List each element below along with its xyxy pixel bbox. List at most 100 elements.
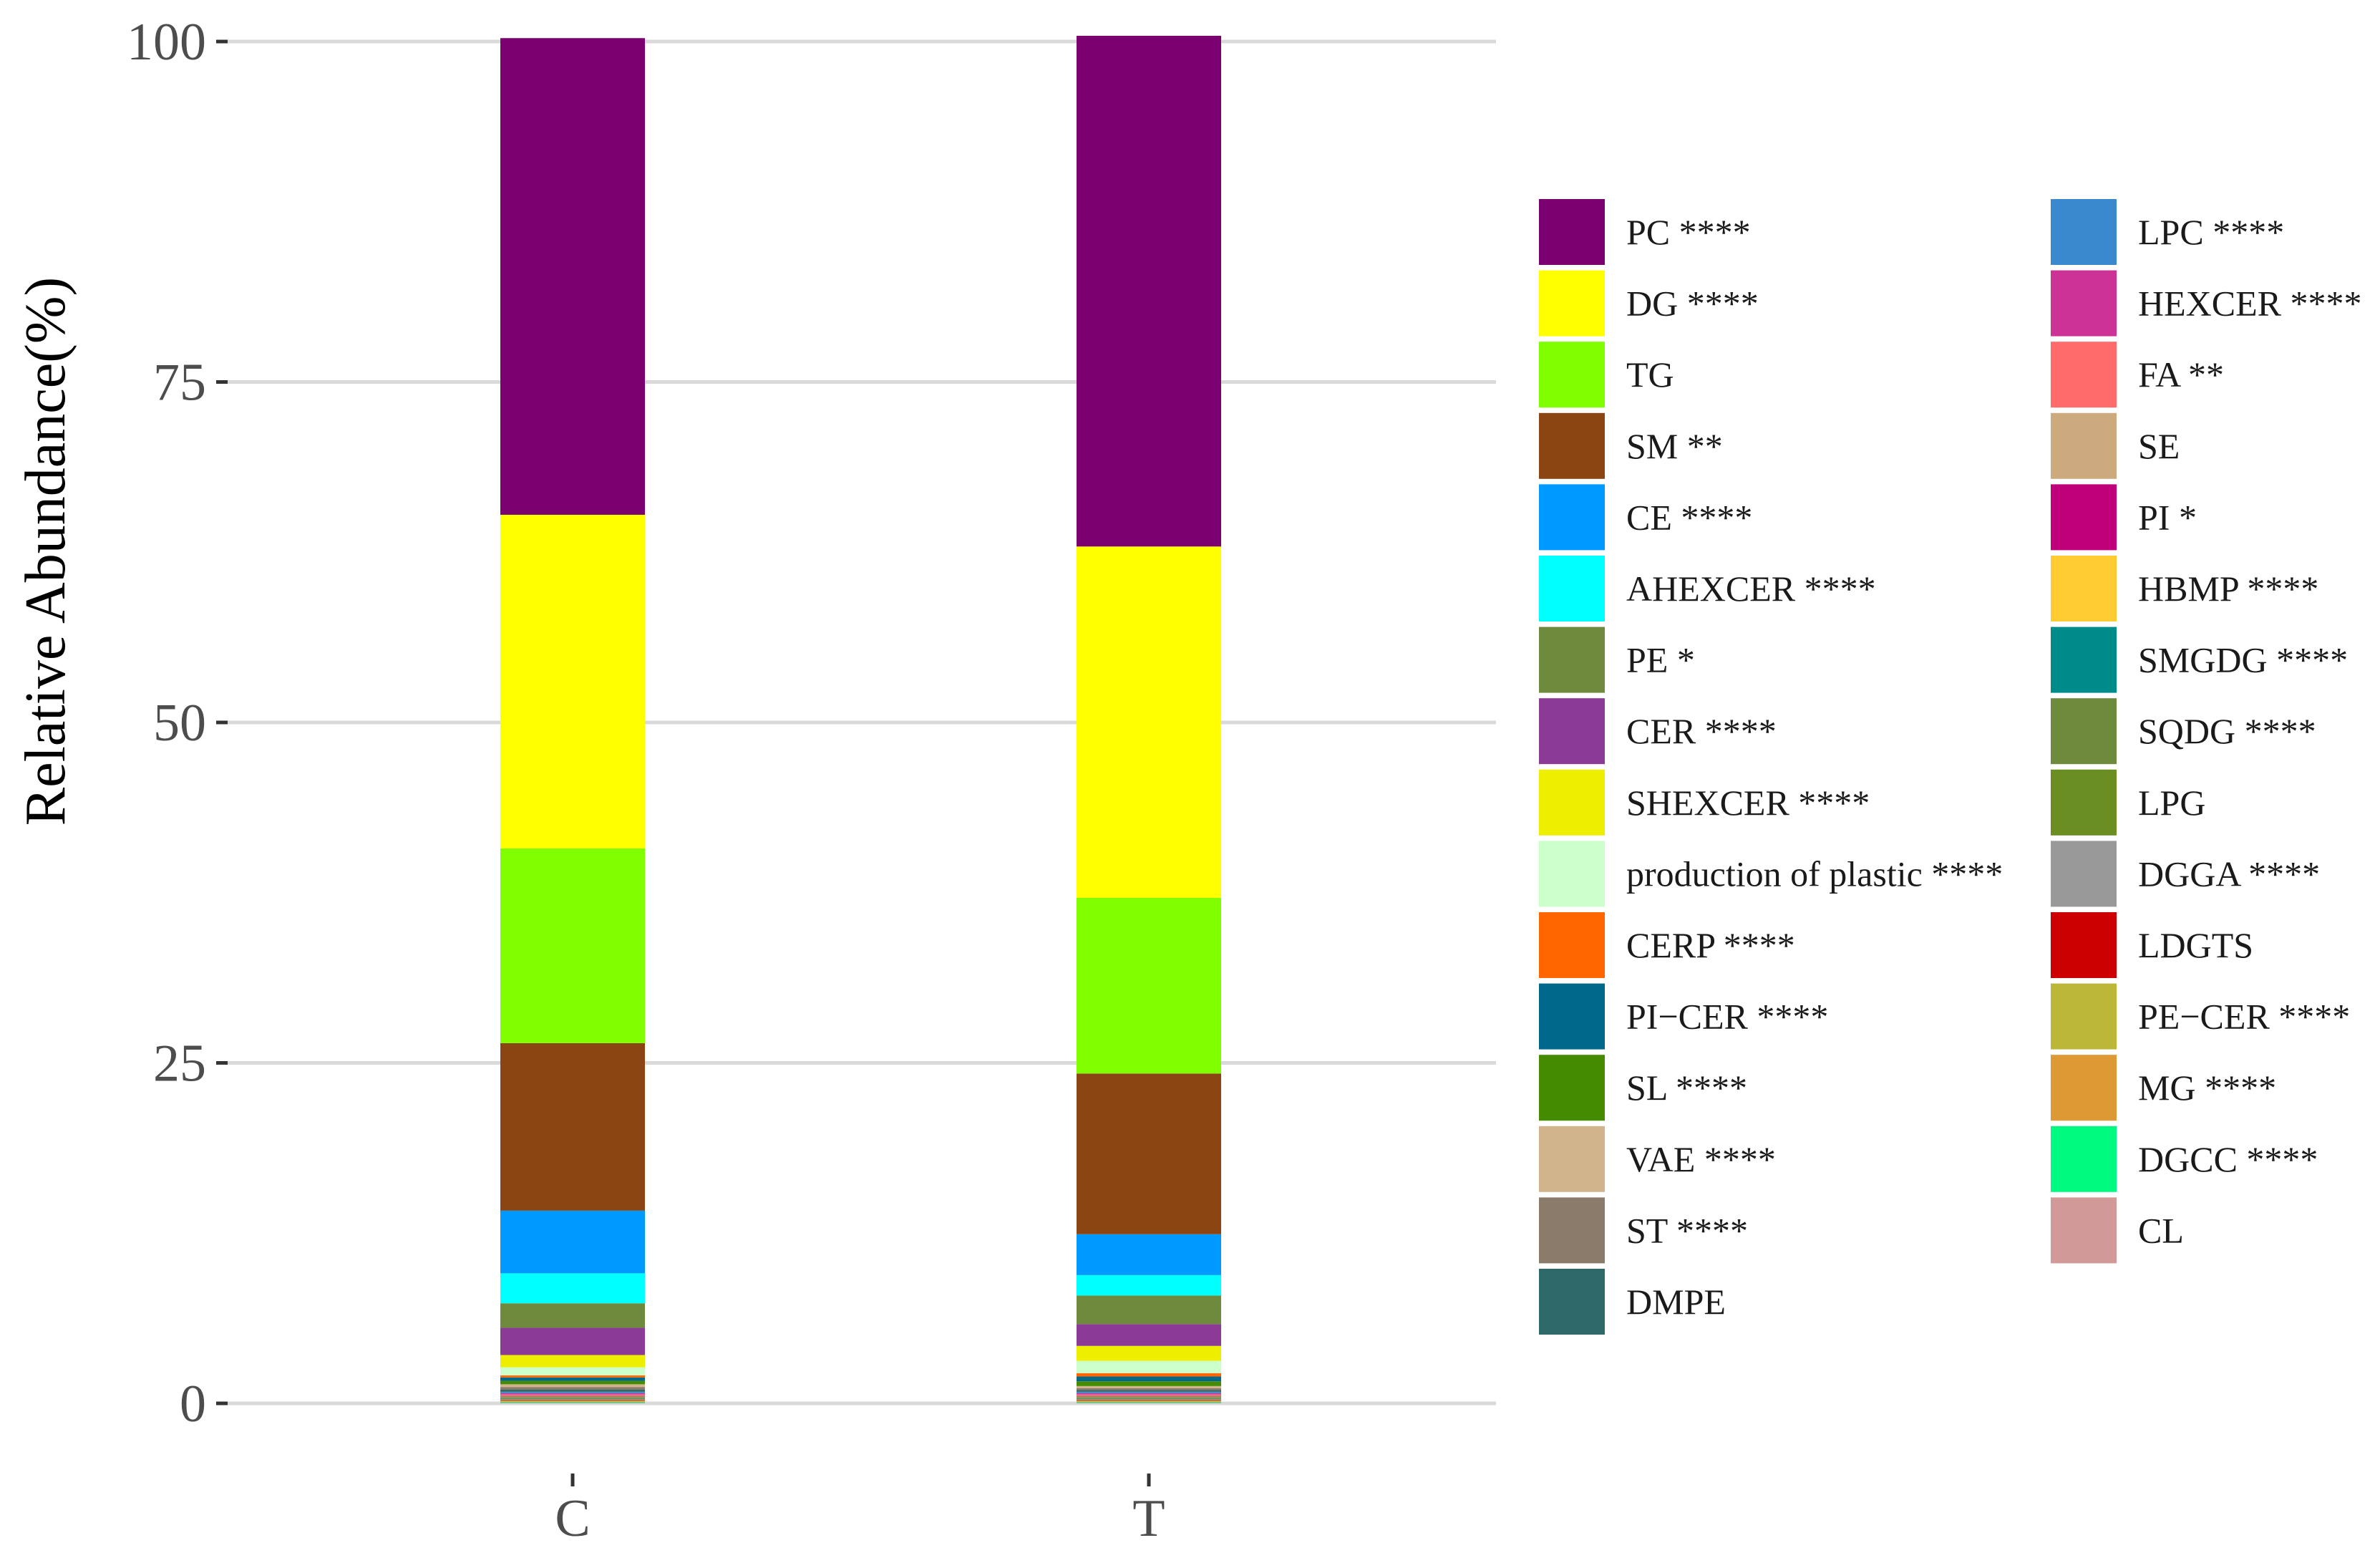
y-tick-label: 25 bbox=[153, 1035, 206, 1093]
legend-item: SE bbox=[2051, 412, 2180, 479]
legend-swatch bbox=[1539, 769, 1605, 836]
legend-swatch bbox=[1539, 698, 1605, 765]
bar-segment bbox=[1077, 1295, 1221, 1325]
legend-item: CL bbox=[2051, 1197, 2184, 1264]
y-tick-label: 50 bbox=[153, 694, 206, 753]
legend-item: DG **** bbox=[1539, 270, 1759, 337]
bar-segment bbox=[500, 514, 645, 848]
legend-item: MG **** bbox=[2051, 1055, 2276, 1121]
bar-stack-C bbox=[500, 38, 645, 1403]
legend-label: CERP **** bbox=[1626, 925, 1795, 965]
legend-label: PE * bbox=[1626, 640, 1695, 680]
bar-segment bbox=[500, 1327, 645, 1355]
bar-segment bbox=[500, 1387, 645, 1390]
x-tick-label: C bbox=[555, 1489, 590, 1548]
legend-swatch bbox=[2051, 1126, 2117, 1192]
legend-swatch bbox=[1539, 1055, 1605, 1121]
bar-segment bbox=[1077, 1234, 1221, 1275]
legend-swatch bbox=[1539, 841, 1605, 907]
legend-label: MG **** bbox=[2138, 1068, 2276, 1108]
bar-segment bbox=[1077, 1393, 1221, 1395]
bar-segment bbox=[1077, 1345, 1221, 1361]
bar-segment bbox=[1077, 1324, 1221, 1346]
legend-item: PE−CER **** bbox=[2051, 983, 2350, 1050]
legend-label: DGGA **** bbox=[2138, 853, 2320, 894]
legend-swatch bbox=[2051, 484, 2117, 551]
bar-stack-T bbox=[1077, 36, 1221, 1403]
legend-swatch bbox=[2051, 626, 2117, 693]
legend-swatch bbox=[1539, 626, 1605, 693]
legend-swatch bbox=[1539, 342, 1605, 408]
legend-swatch bbox=[1539, 412, 1605, 479]
legend-label: DGCC **** bbox=[2138, 1139, 2318, 1179]
legend-swatch bbox=[2051, 912, 2117, 978]
legend-label: PC **** bbox=[1626, 212, 1751, 252]
legend-item: production of plastic **** bbox=[1539, 841, 2003, 907]
legend-label: VAE **** bbox=[1626, 1139, 1776, 1179]
bar-segment bbox=[500, 848, 645, 1043]
legend-item: TG bbox=[1539, 342, 1674, 408]
bar-segment bbox=[1077, 1396, 1221, 1398]
bar-segment bbox=[1077, 1385, 1221, 1388]
bar-segment bbox=[1077, 1399, 1221, 1400]
bar-segment bbox=[500, 1395, 645, 1396]
legend-item: DGGA **** bbox=[2051, 841, 2320, 907]
bar-segment bbox=[1077, 1402, 1221, 1403]
bar-segment bbox=[500, 1384, 645, 1388]
y-axis: 0 25 50 75 100 bbox=[127, 13, 228, 1433]
legend-swatch bbox=[2051, 412, 2117, 479]
bar-segment bbox=[1077, 1397, 1221, 1398]
bar-segment bbox=[1077, 1398, 1221, 1400]
bar-segment bbox=[500, 1393, 645, 1395]
legend-item: FA ** bbox=[2051, 342, 2224, 408]
bar-segment bbox=[500, 1396, 645, 1398]
legend-label: SHEXCER **** bbox=[1626, 783, 1870, 823]
legend-swatch bbox=[1539, 1269, 1605, 1335]
bar-segment bbox=[500, 1400, 645, 1402]
legend-swatch bbox=[1539, 1126, 1605, 1192]
y-tick-label: 75 bbox=[153, 354, 206, 412]
bar-segment bbox=[1077, 1388, 1221, 1390]
bar-segment bbox=[500, 1303, 645, 1328]
legend-swatch bbox=[2051, 1197, 2117, 1264]
bar-segment bbox=[1077, 1391, 1221, 1393]
bar-segment bbox=[1077, 1073, 1221, 1234]
legend-item: DMPE bbox=[1539, 1269, 1726, 1335]
y-tick-label: 100 bbox=[127, 13, 206, 72]
legend-label: CER **** bbox=[1626, 711, 1777, 751]
bar-segment bbox=[500, 1273, 645, 1304]
legend-item: PI * bbox=[2051, 484, 2197, 551]
legend-label: PI * bbox=[2138, 497, 2197, 537]
legend-label: FA ** bbox=[2138, 354, 2224, 395]
legend-label: TG bbox=[1626, 354, 1674, 395]
legend-swatch bbox=[2051, 698, 2117, 765]
grid-lines bbox=[228, 39, 1496, 1406]
legend-item: LPG bbox=[2051, 769, 2205, 836]
bar-segment bbox=[500, 1367, 645, 1376]
bar-segment bbox=[500, 1401, 645, 1403]
bar-segment bbox=[500, 1389, 645, 1392]
legend-item: SM ** bbox=[1539, 412, 1723, 479]
legend-swatch bbox=[2051, 983, 2117, 1050]
legend-label: ST **** bbox=[1626, 1210, 1748, 1250]
legend-label: LPC **** bbox=[2138, 212, 2284, 252]
legend-swatch bbox=[2051, 199, 2117, 265]
y-axis-title: Relative Abundance(%) bbox=[14, 277, 77, 826]
legend-item: HBMP **** bbox=[2051, 556, 2318, 621]
legend-label: production of plastic **** bbox=[1626, 853, 2003, 894]
legend-swatch bbox=[1539, 1197, 1605, 1264]
legend-item: SL **** bbox=[1539, 1055, 1747, 1121]
bar-segment bbox=[500, 1391, 645, 1393]
legend-item: DGCC **** bbox=[2051, 1126, 2318, 1192]
legend-swatch bbox=[1539, 199, 1605, 265]
legend-item: LDGTS bbox=[2051, 912, 2253, 978]
legend-item: SHEXCER **** bbox=[1539, 769, 1870, 836]
bar-segment bbox=[500, 38, 645, 515]
legend-swatch bbox=[1539, 912, 1605, 978]
legend-item: ST **** bbox=[1539, 1197, 1748, 1264]
legend-swatch bbox=[2051, 270, 2117, 337]
legend-label: CL bbox=[2138, 1210, 2184, 1250]
legend-item: VAE **** bbox=[1539, 1126, 1776, 1192]
